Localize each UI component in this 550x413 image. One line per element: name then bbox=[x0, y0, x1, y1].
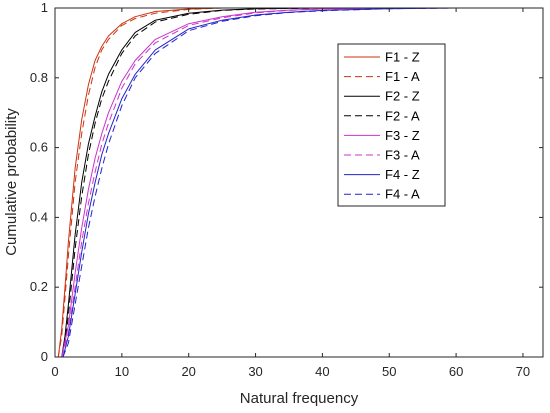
y-tick-label: 0.8 bbox=[30, 70, 48, 85]
x-tick-label: 60 bbox=[449, 364, 463, 379]
y-axis-ticks: 0 0.2 0.4 0.6 0.8 1 bbox=[30, 0, 543, 364]
legend-box bbox=[337, 43, 446, 207]
x-tick-label: 30 bbox=[248, 364, 262, 379]
x-tick-label: 40 bbox=[315, 364, 329, 379]
series-line-3 bbox=[61, 7, 543, 358]
x-tick-label: 10 bbox=[115, 364, 129, 379]
y-tick-label: 1 bbox=[41, 0, 48, 15]
y-tick-label: 0.4 bbox=[30, 209, 48, 224]
series-line-6 bbox=[61, 7, 543, 358]
plot-area bbox=[54, 7, 544, 358]
x-axis-ticks: 0 10 20 30 40 50 60 70 bbox=[51, 8, 530, 379]
y-axis-label: Cumulative probability bbox=[3, 108, 20, 256]
x-tick-label: 50 bbox=[382, 364, 396, 379]
legend-label: F4 - Z bbox=[385, 167, 420, 182]
legend-label: F2 - A bbox=[385, 108, 420, 123]
legend-label: F2 - Z bbox=[385, 89, 420, 104]
x-axis-label: Natural frequency bbox=[240, 390, 359, 407]
legend-label: F3 - A bbox=[385, 148, 420, 163]
legend-label: F3 - Z bbox=[385, 128, 420, 143]
x-tick-label: 0 bbox=[51, 364, 58, 379]
legend: F1 - Z F1 - A F2 - Z F2 - A F3 - Z F3 - A F4 -… bbox=[337, 43, 446, 207]
legend-label: F4 - A bbox=[385, 187, 420, 202]
legend-label: F1 - A bbox=[385, 69, 420, 84]
y-tick-label: 0 bbox=[41, 349, 48, 364]
plot-background bbox=[55, 8, 543, 357]
x-tick-label: 20 bbox=[181, 364, 195, 379]
plot-frame bbox=[54, 7, 544, 358]
legend-label: F1 - Z bbox=[385, 50, 420, 65]
y-tick-label: 0.6 bbox=[30, 140, 48, 155]
x-tick-label: 70 bbox=[516, 364, 530, 379]
y-tick-label: 0.2 bbox=[30, 279, 48, 294]
